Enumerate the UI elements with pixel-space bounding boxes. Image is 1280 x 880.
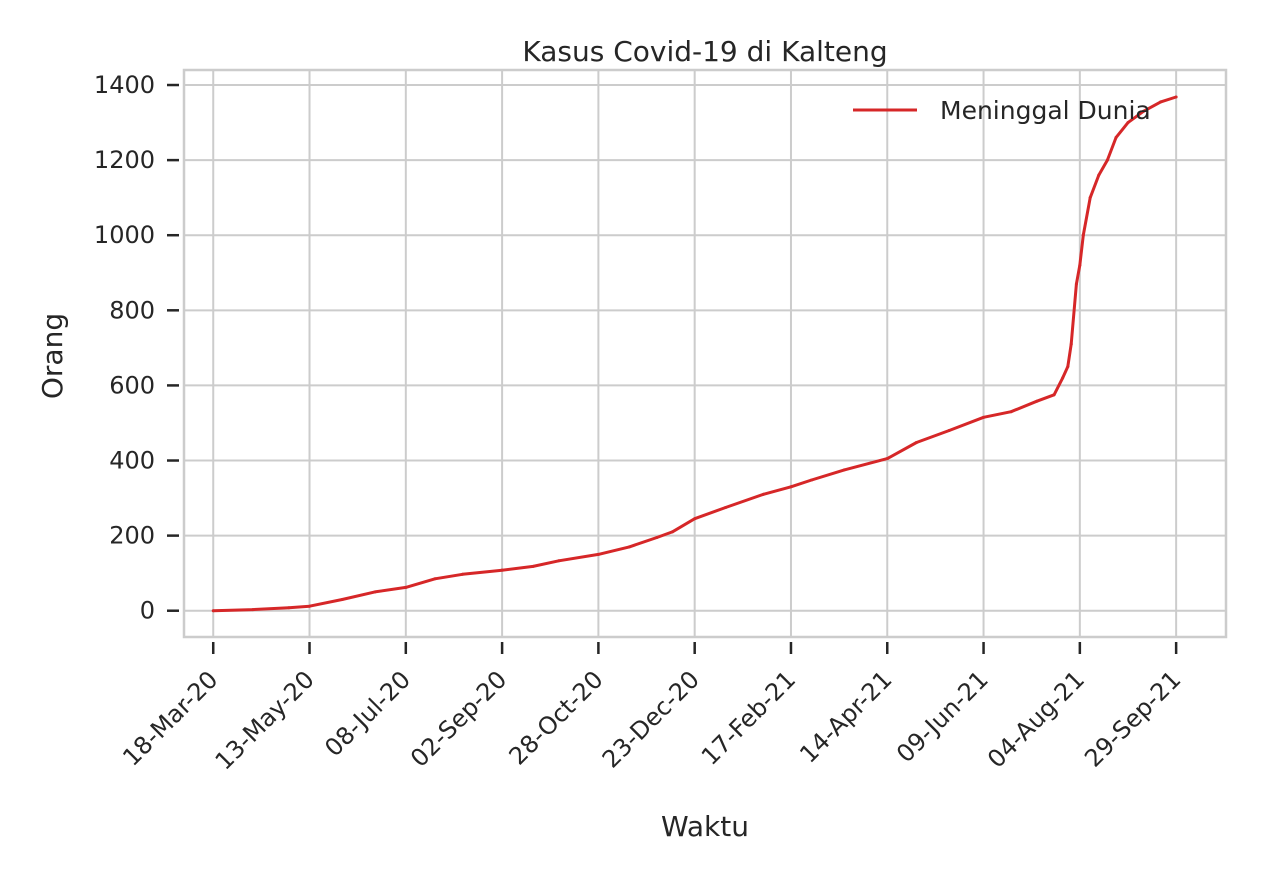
data-point (627, 545, 631, 549)
x-tick-label: 28-Oct-20 (504, 665, 609, 770)
x-tick-label: 09-Jun-21 (891, 665, 994, 768)
legend-label-meninggal-dunia: Meninggal Dunia (940, 96, 1151, 125)
data-point (308, 604, 312, 608)
x-tick-label: 02-Sep-20 (405, 665, 512, 772)
data-point (1009, 410, 1013, 414)
y-tick-label: 1000 (94, 221, 155, 249)
data-point (1105, 158, 1109, 162)
data-point (982, 415, 986, 419)
data-point (842, 468, 846, 472)
data-point (670, 530, 674, 534)
data-point (500, 568, 504, 572)
legend: Meninggal Dunia (853, 96, 1151, 125)
data-point (596, 552, 600, 556)
data-point (211, 609, 215, 613)
grid-layer (184, 70, 1226, 637)
data-point (789, 485, 793, 489)
data-point (885, 457, 889, 461)
data-point (287, 606, 291, 610)
y-tick-label: 1400 (94, 71, 155, 99)
data-point (404, 585, 408, 589)
data-point (1066, 365, 1070, 369)
plot-frame (182, 68, 1228, 639)
data-point (724, 505, 728, 509)
y-tick-label: 600 (109, 371, 155, 399)
y-tick-label: 800 (109, 296, 155, 324)
data-point (1097, 173, 1101, 177)
data-point (1035, 399, 1039, 403)
series-layer (211, 95, 1178, 613)
x-axis-label: Waktu (661, 810, 749, 843)
data-point (810, 478, 814, 482)
data-point (1114, 136, 1118, 140)
x-tick-label: 29-Sep-21 (1079, 665, 1186, 772)
x-tick-label: 23-Dec-20 (597, 665, 705, 773)
data-point (1081, 233, 1085, 237)
data-point (461, 572, 465, 576)
data-point (914, 440, 918, 444)
x-tick-label: 18-Mar-20 (117, 665, 223, 771)
x-tick-label: 08-Jul-20 (319, 665, 416, 762)
data-point (373, 590, 377, 594)
x-tick-label: 17-Feb-21 (696, 665, 801, 770)
data-point (557, 559, 561, 563)
data-point (1126, 121, 1130, 125)
data-point (693, 517, 697, 521)
data-point (1159, 100, 1163, 104)
data-point (1052, 393, 1056, 397)
data-point (1069, 342, 1073, 346)
data-point (531, 564, 535, 568)
y-tick-label: 200 (109, 522, 155, 550)
data-point (1078, 263, 1082, 267)
x-tick-label: 13-May-20 (210, 665, 320, 775)
data-point (1074, 282, 1078, 286)
data-point (251, 608, 255, 612)
x-tick-label: 14-Apr-21 (794, 665, 897, 768)
data-point (1174, 95, 1178, 99)
data-point (655, 535, 659, 539)
x-tick-label: 04-Aug-21 (982, 665, 1090, 773)
data-point (947, 428, 951, 432)
data-point (761, 492, 765, 496)
data-point (340, 597, 344, 601)
data-point (1088, 196, 1092, 200)
y-axis-label: Orang (36, 313, 69, 399)
data-point (1061, 376, 1065, 380)
data-point (1141, 109, 1145, 113)
y-tick-label: 0 (140, 597, 155, 625)
chart-title: Kasus Covid-19 di Kalteng (522, 35, 887, 68)
data-point (433, 577, 437, 581)
y-tick-label: 1200 (94, 146, 155, 174)
y-tick-label: 400 (109, 447, 155, 475)
